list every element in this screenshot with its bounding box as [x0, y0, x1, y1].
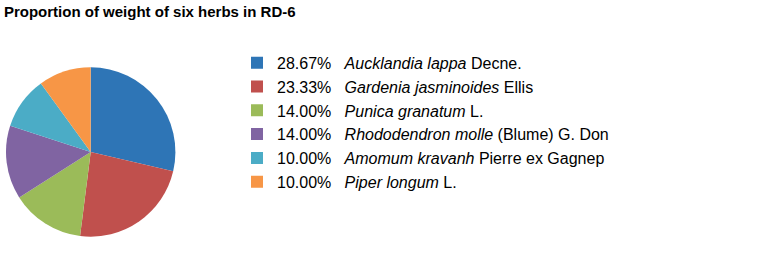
- svg-text:10.00% Piper longum L.: 10.00% Piper longum L.: [277, 174, 457, 191]
- svg-text:14.00% Punica granatum L.: 14.00% Punica granatum L.: [277, 103, 483, 120]
- svg-text:Proportion of weight of six he: Proportion of weight of six herbs in RD-…: [4, 3, 296, 20]
- svg-text:10.00% Amomum kravanh Pierre: 10.00% Amomum kravanh Pierre ex Gagnep: [277, 150, 604, 167]
- svg-text:23.33% Gardenia jasminoides: 23.33% Gardenia jasminoides Ellis: [277, 79, 533, 96]
- svg-text:28.67% Aucklandia lappa Decn: 28.67% Aucklandia lappa Decne.: [277, 55, 522, 72]
- svg-text:14.00% Rhododendron molle (B: 14.00% Rhododendron molle (Blume) G. Don: [277, 126, 609, 143]
